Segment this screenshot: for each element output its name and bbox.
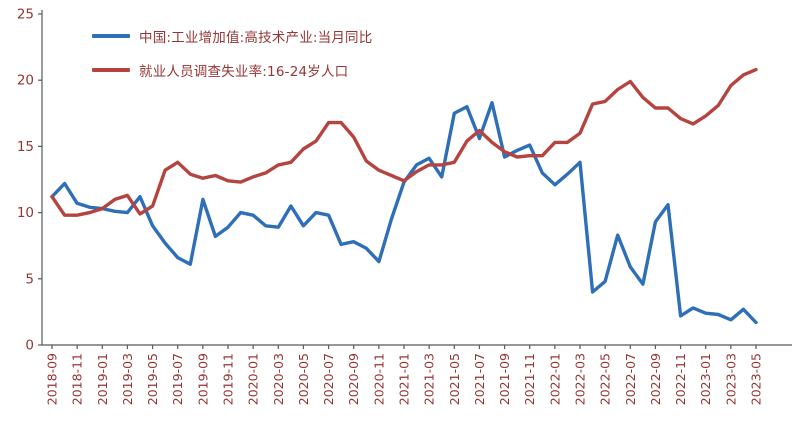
- y-tick-label: 5: [25, 271, 34, 287]
- y-tick-label: 15: [17, 139, 34, 155]
- x-tick-label: 2018-11: [70, 353, 85, 405]
- chart-legend: 中国:工业增加值:高技术产业:当月同比 就业人员调查失业率:16-24岁人口: [92, 26, 372, 80]
- x-tick-label: 2020-05: [296, 353, 311, 405]
- x-tick-label: 2023-03: [723, 353, 738, 405]
- x-tick-label: 2022-03: [573, 353, 588, 405]
- x-tick-label: 2022-07: [623, 353, 638, 405]
- x-tick-label: 2020-03: [271, 353, 286, 405]
- x-tick-label: 2021-05: [447, 353, 462, 405]
- x-tick-label: 2021-03: [422, 353, 437, 405]
- x-tick-label: 2021-11: [522, 353, 537, 405]
- x-tick-label: 2020-09: [346, 353, 361, 405]
- x-tick-label: 2019-01: [95, 353, 110, 405]
- x-tick-label: 2020-01: [246, 353, 261, 405]
- y-tick-label: 0: [25, 338, 34, 354]
- x-tick-label: 2022-01: [547, 353, 562, 405]
- x-tick-label: 2019-07: [170, 353, 185, 405]
- x-tick-label: 2021-01: [397, 353, 412, 405]
- blue-line-swatch: [92, 34, 130, 38]
- x-tick-label: 2021-07: [472, 353, 487, 405]
- x-tick-label: 2020-11: [371, 353, 386, 405]
- x-tick-label: 2019-11: [221, 353, 236, 405]
- x-tick-label: 2023-05: [749, 353, 764, 405]
- series-line-1: [50, 67, 758, 217]
- y-tick-label: 25: [17, 7, 34, 23]
- x-tick-label: 2018-09: [45, 353, 60, 405]
- legend-label-hightech-yoy: 中国:工业增加值:高技术产业:当月同比: [139, 30, 373, 46]
- y-tick-label: 10: [17, 205, 34, 221]
- x-tick-label: 2021-09: [497, 353, 512, 405]
- x-tick-label: 2022-09: [648, 353, 663, 405]
- x-tick-label: 2020-07: [321, 353, 336, 405]
- x-tick-label: 2019-05: [145, 353, 160, 405]
- x-tick-label: 2019-09: [195, 353, 210, 405]
- legend-label-youth-unemployment: 就业人员调查失业率:16-24岁人口: [139, 64, 349, 80]
- legend-item-hightech-yoy: 中国:工业增加值:高技术产业:当月同比: [92, 26, 372, 46]
- x-tick-label: 2023-01: [698, 353, 713, 405]
- x-tick-label: 2022-11: [673, 353, 688, 405]
- x-tick-label: 2019-03: [120, 353, 135, 405]
- legend-item-youth-unemployment: 就业人员调查失业率:16-24岁人口: [92, 60, 372, 80]
- x-tick-label: 2022-05: [598, 353, 613, 405]
- y-tick-label: 20: [17, 73, 34, 89]
- series-line-0: [50, 100, 758, 325]
- red-line-swatch: [92, 68, 130, 72]
